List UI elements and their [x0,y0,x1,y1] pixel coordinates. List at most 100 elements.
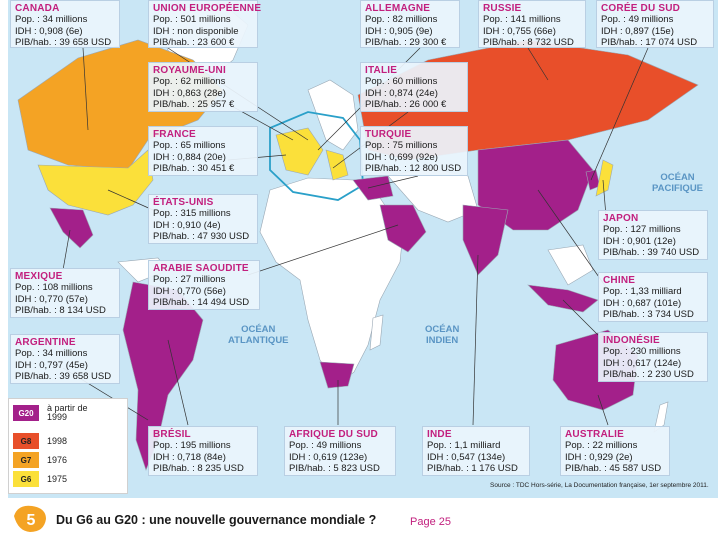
country-hdi: IDH : 0,770 (57e) [15,293,88,305]
country-box-indonesie: INDONÉSIE Pop. : 230 millions IDH : 0,61… [598,332,708,382]
country-population: Pop. : 22 millions [565,440,638,451]
legend-label: 1975 [47,473,68,484]
country-name: RUSSIE [483,3,522,14]
country-hdi: IDH : 0,874 (24e) [365,87,438,99]
country-population: Pop. : 127 millions [603,224,681,235]
country-population: Pop. : 65 millions [153,140,226,151]
country-name: AFRIQUE DU SUD [289,429,378,440]
country-population: Pop. : 82 millions [365,14,438,25]
country-population: Pop. : 49 millions [601,14,674,25]
country-box-australie: AUSTRALIE Pop. : 22 millions IDH : 0,929… [560,426,670,476]
country-name: MEXIQUE [15,271,63,282]
country-gdp: PIB/hab. : 2 230 USD [603,369,694,380]
country-hdi: IDH : 0,619 (123e) [289,451,368,463]
indonesia-shape [527,284,599,313]
country-hdi: IDH : 0,770 (56e) [153,285,226,297]
country-gdp: PIB/hab. : 39 740 USD [603,247,700,258]
figure-title: Du G6 au G20 : une nouvelle gouvernance … [56,513,377,527]
japan-shape [595,159,614,197]
country-name: FRANCE [153,129,196,140]
country-population: Pop. : 60 millions [365,76,438,87]
country-box-bresil: BRÉSIL Pop. : 195 millions IDH : 0,718 (… [148,426,258,476]
country-population: Pop. : 34 millions [15,14,88,25]
country-gdp: PIB/hab. : 17 074 USD [601,37,698,48]
legend-swatch-g20: G20 [13,405,39,421]
country-hdi: IDH : 0,718 (84e) [153,451,226,463]
country-hdi: IDH : 0,897 (15e) [601,25,674,37]
country-box-japon: JAPON Pop. : 127 millions IDH : 0,901 (1… [598,210,708,260]
country-name: JAPON [603,213,639,224]
legend: G20 à partir de 1999 G8 1998 G7 1976 G6 … [8,398,128,494]
country-box-afrique-du-sud: AFRIQUE DU SUD Pop. : 49 millions IDH : … [284,426,396,476]
country-population: Pop. : 34 millions [15,348,88,359]
usa-shape [37,149,154,216]
country-gdp: PIB/hab. : 45 587 USD [565,463,662,474]
legend-swatch-g7: G7 [13,452,39,468]
legend-swatch-g8: G8 [13,433,39,449]
legend-item-g20: G20 à partir de 1999 [13,403,107,422]
country-gdp: PIB/hab. : 14 494 USD [153,297,250,308]
country-hdi: IDH : 0,755 (66e) [483,25,556,37]
country-box-russie: RUSSIE Pop. : 141 millions IDH : 0,755 (… [478,0,586,48]
south-africa-shape [319,361,355,389]
legend-label: 1976 [47,454,68,465]
country-box-royaume-uni: ROYAUME-UNI Pop. : 62 millions IDH : 0,8… [148,62,258,112]
country-hdi: IDH : 0,908 (6e) [15,25,83,37]
legend-label: à partir de 1999 [47,403,88,422]
country-gdp: PIB/hab. : 39 658 USD [15,37,112,48]
country-population: Pop. : 49 millions [289,440,362,451]
country-gdp: PIB/hab. : 8 134 USD [15,305,106,316]
country-hdi: IDH : 0,547 (134e) [427,451,506,463]
country-gdp: PIB/hab. : 39 658 USD [15,371,112,382]
country-name: ROYAUME-UNI [153,65,226,76]
country-name: INDONÉSIE [603,335,660,346]
country-population: Pop. : 62 millions [153,76,226,87]
country-population: Pop. : 27 millions [153,274,226,285]
country-hdi: IDH : 0,884 (20e) [153,151,226,163]
country-name: BRÉSIL [153,429,191,440]
country-box-canada: CANADA Pop. : 34 millions IDH : 0,908 (6… [10,0,120,48]
country-box-chine: CHINE Pop. : 1,33 milliard IDH : 0,687 (… [598,272,708,322]
country-gdp: PIB/hab. : 29 300 € [365,37,447,48]
figure-number-badge: 5 [14,505,46,532]
country-gdp: PIB/hab. : 8 732 USD [483,37,574,48]
country-box-arabie-saoudite: ARABIE SAOUDITE Pop. : 27 millions IDH :… [148,260,260,310]
country-hdi: IDH : 0,910 (4e) [153,219,221,231]
country-name: TURQUIE [365,129,412,140]
europe-g6-shape [275,127,324,176]
country-name: CHINE [603,275,636,286]
saudi-arabia-shape [379,204,427,253]
country-box-etats-unis: ÉTATS-UNIS Pop. : 315 millions IDH : 0,9… [148,194,258,244]
country-gdp: PIB/hab. : 12 800 USD [365,163,462,174]
country-hdi: IDH : 0,617 (124e) [603,357,682,369]
country-hdi: IDH : 0,699 (92e) [365,151,438,163]
country-name: AUSTRALIE [565,429,625,440]
country-box-argentine: ARGENTINE Pop. : 34 millions IDH : 0,797… [10,334,120,384]
country-box-allemagne: ALLEMAGNE Pop. : 82 millions IDH : 0,905… [360,0,460,48]
india-shape [462,204,509,276]
country-gdp: PIB/hab. : 30 451 € [153,163,235,174]
country-population: Pop. : 1,1 milliard [427,440,501,451]
page-label: Page 25 [410,516,451,528]
country-hdi: IDH : 0,901 (12e) [603,235,676,247]
legend-item-g8: G8 1998 [13,433,67,449]
country-name: ITALIE [365,65,398,76]
country-population: Pop. : 141 millions [483,14,561,25]
country-gdp: PIB/hab. : 26 000 € [365,99,447,110]
country-box-italie: ITALIE Pop. : 60 millions IDH : 0,874 (2… [360,62,468,112]
country-population: Pop. : 75 millions [365,140,438,151]
country-name: ÉTATS-UNIS [153,197,214,208]
legend-swatch-g6: G6 [13,471,39,487]
country-box-coree-du-sud: CORÉE DU SUD Pop. : 49 millions IDH : 0,… [596,0,714,48]
legend-item-g7: G7 1976 [13,452,67,468]
country-box-inde: INDE Pop. : 1,1 milliard IDH : 0,547 (13… [422,426,530,476]
ocean-label-pacific: OCÉAN PACIFIQUE [652,172,704,194]
country-population: Pop. : 1,33 milliard [603,286,682,297]
country-name: CORÉE DU SUD [601,3,681,14]
country-population: Pop. : 108 millions [15,282,93,293]
country-hdi: IDH : 0,929 (2e) [565,451,633,463]
ocean-label-indian: OCÉAN INDIEN [425,324,460,346]
country-hdi: IDH : 0,687 (101e) [603,297,682,309]
country-hdi: IDH : non disponible [153,25,239,37]
country-name: ARABIE SAOUDITE [153,263,249,274]
